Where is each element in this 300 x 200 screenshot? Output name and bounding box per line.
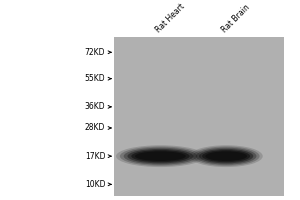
Ellipse shape	[196, 148, 256, 165]
Ellipse shape	[116, 145, 205, 167]
Text: 36KD: 36KD	[85, 102, 105, 111]
Ellipse shape	[128, 149, 194, 163]
Text: 72KD: 72KD	[85, 48, 105, 57]
Ellipse shape	[190, 145, 263, 167]
Ellipse shape	[205, 151, 247, 161]
Text: 17KD: 17KD	[85, 152, 105, 161]
Text: 10KD: 10KD	[85, 180, 105, 189]
Ellipse shape	[135, 151, 186, 161]
Text: Rat Brain: Rat Brain	[220, 3, 251, 35]
Ellipse shape	[124, 148, 197, 165]
Bar	[114, 37, 284, 196]
Ellipse shape	[199, 149, 253, 163]
Ellipse shape	[131, 150, 190, 162]
Ellipse shape	[120, 146, 201, 166]
Ellipse shape	[193, 146, 260, 166]
Text: Rat Heart: Rat Heart	[154, 2, 187, 35]
Ellipse shape	[202, 150, 250, 162]
Text: 55KD: 55KD	[85, 74, 105, 83]
Text: 28KD: 28KD	[85, 123, 105, 132]
